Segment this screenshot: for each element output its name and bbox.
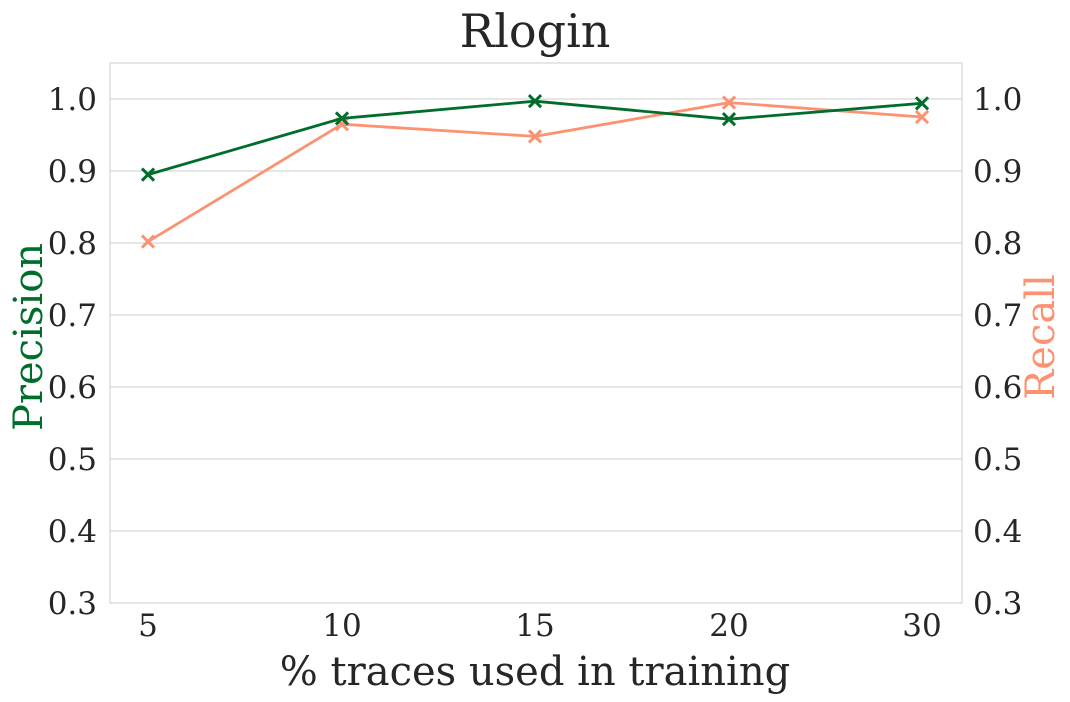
y-tick-left-3: 0.6 <box>48 370 97 406</box>
y-tick-left-1: 0.4 <box>48 514 97 550</box>
x-tick-20: 20 <box>709 608 748 644</box>
y-tick-right-0: 0.3 <box>973 586 1022 622</box>
y-tick-right-5: 0.8 <box>973 226 1022 262</box>
recall-point-30 <box>914 109 930 125</box>
y-tick-right-6: 0.9 <box>973 154 1022 190</box>
y-tick-left-0: 0.3 <box>48 586 97 622</box>
y-axis-label-precision: Precision <box>6 243 52 431</box>
x-tick-30: 30 <box>902 608 941 644</box>
recall-point-15 <box>527 129 543 144</box>
y-tick-left-6: 0.9 <box>48 154 97 190</box>
y-tick-left-7: 1.0 <box>48 82 97 118</box>
x-axis-label: % traces used in training <box>280 649 790 695</box>
precision-point-5 <box>140 167 156 182</box>
recall-point-20 <box>721 95 737 110</box>
chart-title: Rlogin <box>460 4 611 58</box>
y-tick-right-4: 0.7 <box>973 298 1022 334</box>
plot-area: 0.3 0.3 0.4 0.4 0.5 0.5 0.6 0.6 0.7 0.7 0.8 0.8 0.9 0… <box>48 62 1022 644</box>
y-axis-label-recall: Recall <box>1018 274 1064 400</box>
recall-line <box>147 101 923 243</box>
recall-point-5 <box>140 234 156 249</box>
x-tick-15: 15 <box>515 608 554 644</box>
y-tick-left-2: 0.5 <box>48 442 97 478</box>
y-tick-right-7: 1.0 <box>973 82 1022 118</box>
plot-frame <box>109 62 963 604</box>
x-tick-10: 10 <box>322 608 361 644</box>
precision-point-15 <box>527 94 543 109</box>
y-tick-left-4: 0.7 <box>48 298 97 334</box>
precision-point-20 <box>721 112 737 127</box>
precision-point-10 <box>334 111 350 126</box>
precision-point-30 <box>914 96 930 111</box>
x-tick-5: 5 <box>138 608 158 644</box>
y-tick-right-1: 0.4 <box>973 514 1022 550</box>
y-tick-right-2: 0.5 <box>973 442 1022 478</box>
y-tick-left-5: 0.8 <box>48 226 97 262</box>
y-tick-right-3: 0.6 <box>973 370 1022 406</box>
